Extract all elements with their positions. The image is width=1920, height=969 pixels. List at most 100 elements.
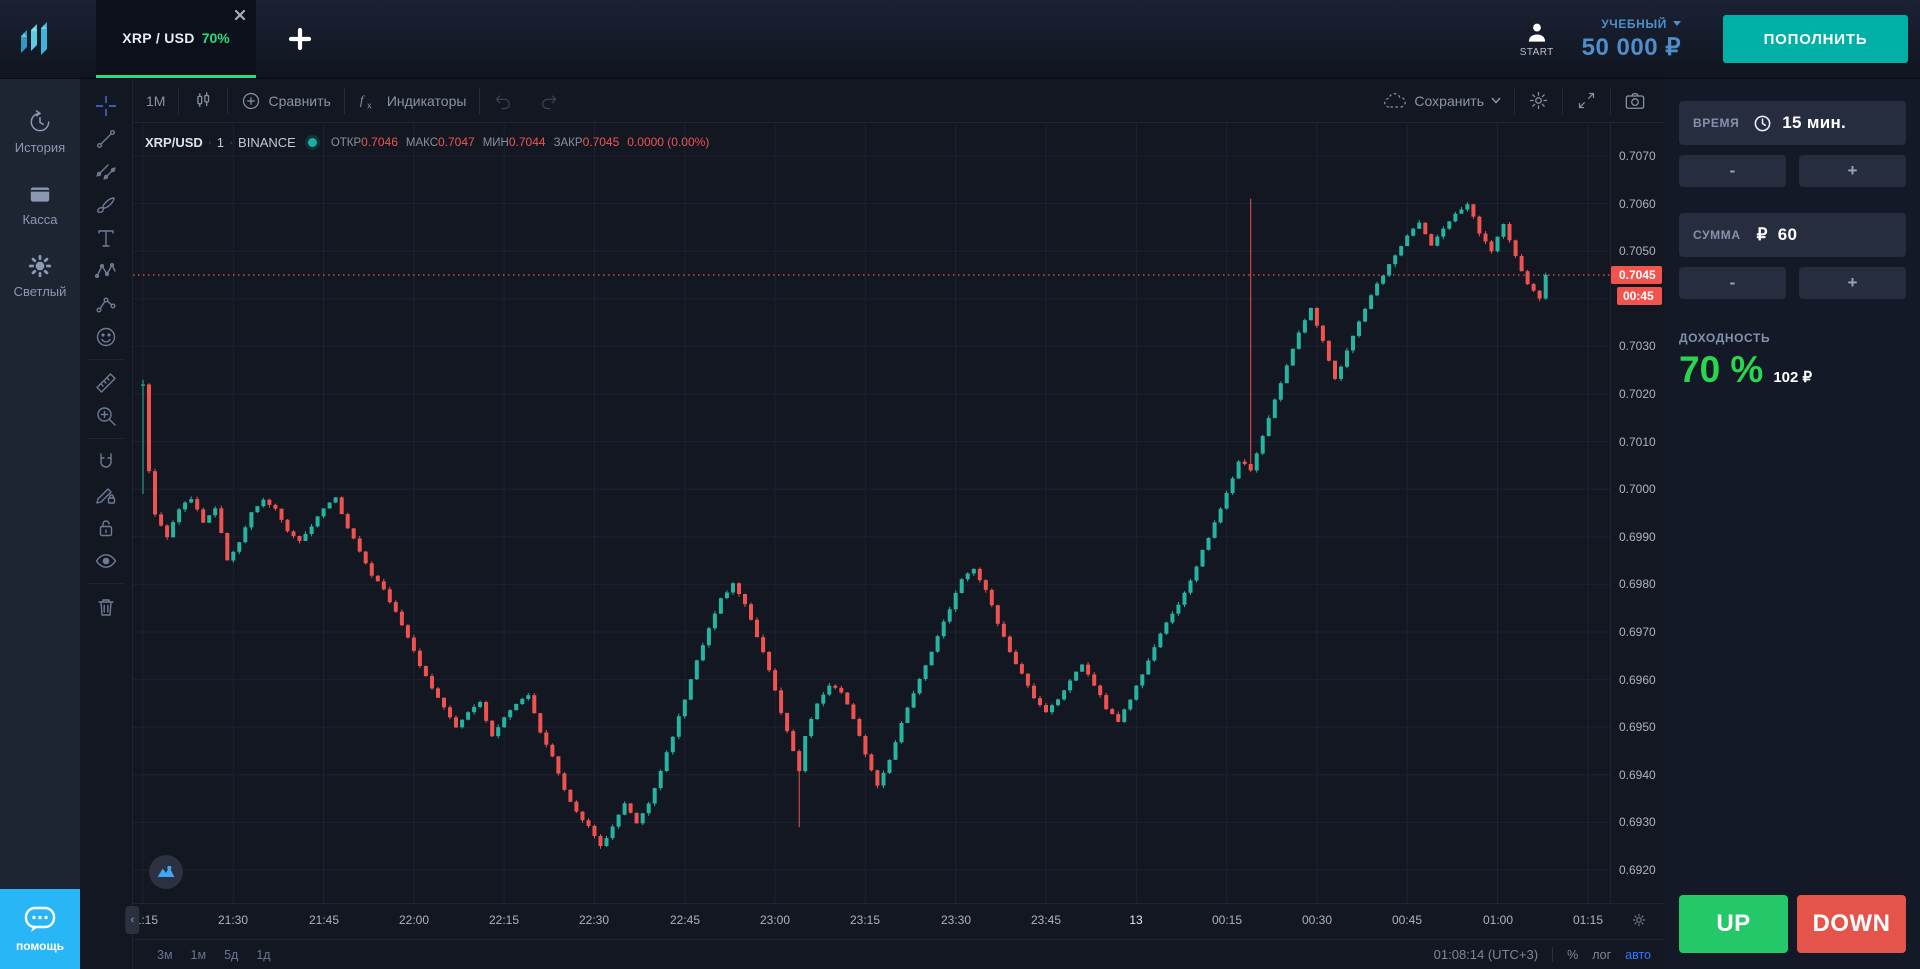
magnet-icon[interactable]	[89, 445, 123, 478]
chat-bubble-icon	[24, 906, 56, 932]
amount-minus-button[interactable]: -	[1679, 267, 1786, 299]
sidebar-item-label: Светлый	[13, 284, 67, 299]
clock-icon	[1753, 114, 1772, 133]
time-tick: 22:00	[398, 913, 430, 927]
brand-logo[interactable]	[16, 17, 56, 61]
current-price-label: 0.7045	[1611, 266, 1662, 284]
auto-scale-button[interactable]: авто	[1625, 947, 1651, 962]
fullscreen-button[interactable]	[1563, 87, 1610, 115]
compare-button[interactable]: Сравнить	[228, 87, 343, 115]
sidebar-item-label: История	[14, 140, 66, 155]
time-tick: 23:30	[940, 913, 972, 927]
close-value: 0.7045	[582, 135, 620, 149]
price-tick: 0.6930	[1619, 815, 1656, 829]
percent-scale-button[interactable]: %	[1567, 947, 1579, 962]
save-label: Сохранить	[1414, 92, 1484, 109]
emoji-icon[interactable]	[89, 320, 123, 353]
sidebar-item-theme[interactable]: Светлый	[13, 253, 67, 299]
eye-icon[interactable]	[89, 544, 123, 577]
account-mode: УЧЕБНЫЙ	[1601, 16, 1667, 31]
range-1m[interactable]: 1м	[190, 947, 207, 962]
user-icon	[1528, 23, 1545, 42]
indicators-button[interactable]: f x Индикаторы	[345, 87, 480, 115]
time-minus-button[interactable]: -	[1679, 155, 1786, 187]
down-button[interactable]: DOWN	[1797, 895, 1906, 953]
payout-percent: 70 %	[1679, 349, 1764, 390]
price-axis[interactable]: 0.70700.70600.70500.70400.70300.70200.70…	[1610, 123, 1665, 903]
crosshair-icon[interactable]	[89, 89, 123, 122]
amount-steppers: - +	[1679, 267, 1906, 299]
price-tick: 0.6960	[1619, 673, 1656, 687]
deposit-button[interactable]: ПОПОЛНИТЬ	[1723, 15, 1908, 63]
trash-icon[interactable]	[89, 590, 123, 623]
amount-field[interactable]: СУММА ₽ 60	[1679, 213, 1906, 257]
main-area: История Касса Светлый	[0, 79, 1920, 969]
time-axis-settings-icon[interactable]	[1631, 912, 1647, 928]
sidebar-item-history[interactable]: История	[15, 109, 65, 155]
candlestick-chart[interactable]	[133, 123, 1610, 903]
open-label: ОТКР	[330, 137, 362, 149]
screenshot-button[interactable]	[1611, 87, 1659, 115]
fib-lines-icon[interactable]	[89, 155, 123, 188]
chart-settings-button[interactable]	[1515, 87, 1562, 115]
payout-amount: 102 ₽	[1773, 369, 1813, 386]
topbar-right: START УЧЕБНЫЙ 50 000 ₽ ПОПОЛНИТЬ	[1520, 15, 1920, 63]
clock-utc[interactable]: 01:08:14 (UTC+3)	[1433, 947, 1539, 962]
drawing-lock-icon[interactable]	[89, 478, 123, 511]
account-button[interactable]: START	[1520, 20, 1554, 58]
lock-icon[interactable]	[89, 511, 123, 544]
asset-tab[interactable]: XRP / USD 70%	[96, 0, 256, 78]
low-value: 0.7044	[508, 135, 546, 149]
balance-block[interactable]: УЧЕБНЫЙ 50 000 ₽	[1582, 17, 1681, 62]
trade-panel: ВРЕМЯ 15 мин. - + СУММА ₽ 60 - +	[1665, 79, 1920, 969]
trend-line-icon[interactable]	[89, 122, 123, 155]
time-plus-button[interactable]: +	[1799, 155, 1906, 187]
time-axis[interactable]: ‹ 21:15 21:30 21:45 22:00 22:15 22:30 22:45 23:…	[125, 903, 1665, 939]
text-tool-icon[interactable]	[89, 221, 123, 254]
time-tick: 01:15	[1572, 913, 1604, 927]
price-tick: 0.7070	[1619, 149, 1656, 163]
time-steppers: - +	[1679, 155, 1906, 187]
legend-symbol[interactable]: XRP/USD	[145, 134, 203, 150]
collapse-sidebar-handle[interactable]: ‹	[125, 906, 140, 934]
chart-area: 1M Сравнить	[125, 79, 1665, 969]
svg-text:x: x	[367, 100, 372, 110]
legend-exchange: BINANCE	[238, 134, 296, 150]
interval-button[interactable]: 1M	[133, 87, 178, 115]
log-scale-button[interactable]: лог	[1592, 947, 1612, 962]
save-layout-button[interactable]: Сохранить	[1370, 87, 1514, 115]
xabcd-pattern-icon[interactable]	[89, 254, 123, 287]
trade-buttons: UP DOWN	[1679, 895, 1906, 953]
fx-icon: f x	[360, 93, 372, 110]
toolbar-divider	[88, 359, 124, 360]
chart-style-quick-button[interactable]	[149, 855, 183, 889]
up-button[interactable]: UP	[1679, 895, 1788, 953]
price-tick: 0.7000	[1619, 482, 1656, 496]
asset-tab-symbol: XRP / USD	[122, 29, 195, 46]
time-tick: 23:00	[759, 913, 791, 927]
range-3m[interactable]: 3м	[157, 947, 173, 962]
forecast-icon[interactable]	[89, 287, 123, 320]
range-5d[interactable]: 5д	[224, 947, 239, 962]
sidebar-item-cashier[interactable]: Касса	[22, 181, 58, 227]
add-tab-button[interactable]	[286, 25, 314, 53]
help-button[interactable]: помощь	[0, 889, 80, 969]
ruler-icon[interactable]	[89, 366, 123, 399]
tab-close-icon[interactable]	[234, 9, 246, 21]
chart-type-button[interactable]	[179, 87, 227, 115]
brush-icon[interactable]	[89, 188, 123, 221]
time-tick: 13	[1129, 913, 1143, 927]
market-status-dot	[307, 137, 317, 147]
range-1d[interactable]: 1д	[256, 947, 271, 962]
undo-button[interactable]	[480, 87, 526, 115]
amount-field-value: 60	[1777, 225, 1798, 244]
price-tick: 0.7060	[1619, 197, 1656, 211]
chart-plot[interactable]: XRP/USD · 1 · BINANCE ОТКР0.7046 МАКС0.7…	[133, 123, 1665, 903]
time-field[interactable]: ВРЕМЯ 15 мин.	[1679, 101, 1906, 145]
amount-plus-button[interactable]: +	[1799, 267, 1906, 299]
toolbar-divider	[1610, 87, 1611, 114]
time-field-value: 15 мин.	[1782, 113, 1847, 132]
redo-button[interactable]	[526, 87, 572, 115]
zoom-in-icon[interactable]	[89, 399, 123, 432]
svg-text:f: f	[360, 93, 365, 107]
